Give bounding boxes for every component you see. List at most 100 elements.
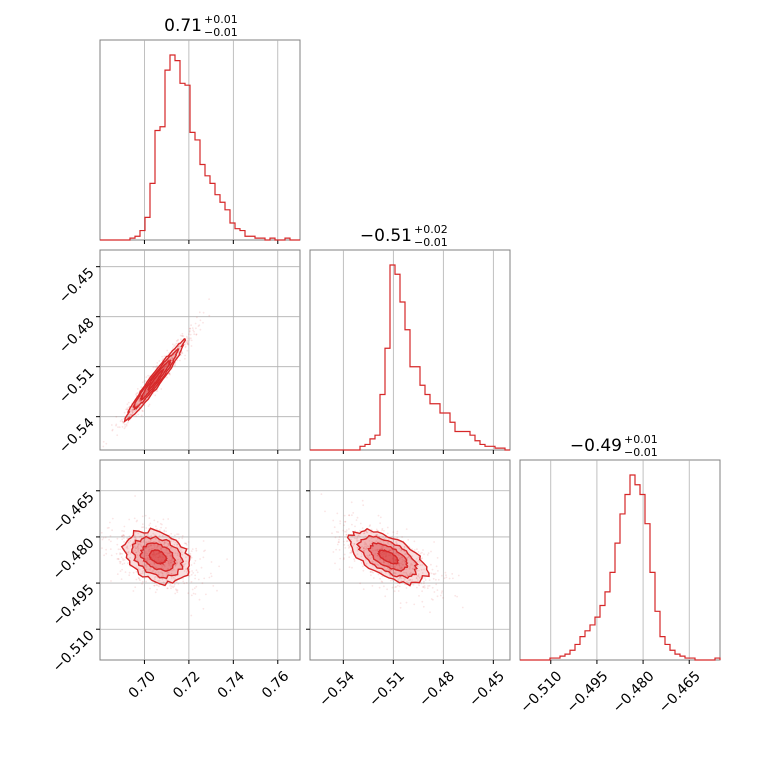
contour-level xyxy=(346,527,430,587)
sample-point xyxy=(121,538,124,541)
sample-point xyxy=(190,550,193,552)
sample-point xyxy=(185,542,188,545)
sample-point xyxy=(409,564,412,566)
sample-point xyxy=(417,556,420,558)
sample-point xyxy=(376,534,379,537)
sample-point xyxy=(379,577,381,580)
sample-point xyxy=(411,548,413,550)
sample-point xyxy=(143,577,146,580)
sample-point xyxy=(122,534,125,536)
sample-point xyxy=(379,522,381,525)
sample-point xyxy=(170,573,173,576)
sample-point xyxy=(189,327,191,330)
sample-point xyxy=(392,558,394,561)
y-tick-label: −0.45 xyxy=(56,265,98,307)
sample-point xyxy=(188,575,191,577)
sample-point xyxy=(167,543,170,546)
sample-point xyxy=(398,585,401,588)
sample-point xyxy=(166,552,168,554)
sample-point xyxy=(365,546,368,548)
sample-point xyxy=(183,563,186,566)
sample-point xyxy=(418,595,420,597)
sample-point xyxy=(146,558,149,561)
sample-point xyxy=(384,553,387,556)
y-tick-label: −0.510 xyxy=(50,628,98,676)
sample-point xyxy=(355,519,358,521)
sample-point xyxy=(440,592,443,594)
sample-point xyxy=(146,552,149,555)
sample-point xyxy=(405,528,408,530)
contour-level xyxy=(147,368,165,392)
sample-point xyxy=(381,527,384,530)
sample-point xyxy=(427,585,429,587)
scatter-panel xyxy=(99,459,301,661)
sample-point xyxy=(153,584,156,587)
sample-point xyxy=(164,365,167,368)
sample-point xyxy=(359,535,361,538)
sample-point xyxy=(141,570,144,573)
sample-point xyxy=(401,561,404,563)
sample-point xyxy=(188,330,191,332)
sample-point xyxy=(132,541,135,543)
sample-point xyxy=(118,560,121,563)
sample-point xyxy=(333,526,336,529)
sample-point xyxy=(398,564,401,567)
sample-point xyxy=(386,567,389,570)
sample-point xyxy=(421,600,424,603)
sample-point xyxy=(343,524,345,527)
sample-point xyxy=(409,566,411,569)
sample-point xyxy=(155,525,157,528)
sample-point xyxy=(154,553,157,556)
sample-point xyxy=(138,543,141,546)
sample-point xyxy=(357,535,359,537)
sample-point xyxy=(423,585,426,587)
sample-point xyxy=(422,605,425,608)
sample-point xyxy=(141,580,144,583)
sample-point xyxy=(386,526,389,529)
sample-point xyxy=(178,537,181,540)
sample-point xyxy=(167,358,170,361)
sample-point xyxy=(123,541,125,543)
contour-level xyxy=(148,549,168,565)
sample-point xyxy=(194,593,197,595)
sample-point xyxy=(386,532,389,535)
sample-point xyxy=(393,545,395,548)
sample-point xyxy=(191,548,194,550)
sample-point xyxy=(163,366,165,369)
sample-point xyxy=(168,538,171,540)
sample-point xyxy=(430,563,432,566)
sample-point xyxy=(362,588,365,591)
sample-point xyxy=(155,553,158,556)
sample-point xyxy=(407,538,410,541)
sample-point xyxy=(379,547,382,550)
sample-point xyxy=(182,577,184,580)
sample-point xyxy=(149,544,152,547)
title-param-0: 0.71 +0.01−0.01 xyxy=(164,13,238,39)
sample-point xyxy=(334,536,337,539)
sample-point xyxy=(387,541,389,544)
sample-point xyxy=(418,560,421,563)
sample-point xyxy=(380,580,383,583)
sample-point xyxy=(119,420,122,422)
sample-point xyxy=(190,594,193,597)
sample-point xyxy=(204,549,207,552)
title-lower-error: −0.01 xyxy=(204,26,238,39)
sample-point xyxy=(100,551,101,554)
sample-point xyxy=(415,577,418,579)
sample-point xyxy=(397,578,400,580)
sample-point xyxy=(136,554,139,556)
sample-point xyxy=(160,571,163,574)
sample-point xyxy=(138,577,141,580)
sample-point xyxy=(156,362,159,364)
sample-point xyxy=(381,547,383,550)
sample-point xyxy=(139,544,142,546)
sample-point xyxy=(163,529,166,532)
sample-point xyxy=(399,576,401,579)
sample-point xyxy=(362,532,365,535)
sample-point xyxy=(441,574,443,577)
sample-point xyxy=(205,593,207,596)
sample-point xyxy=(176,591,179,593)
sample-point xyxy=(119,570,122,572)
sample-point xyxy=(163,551,166,554)
sample-point xyxy=(441,590,443,593)
